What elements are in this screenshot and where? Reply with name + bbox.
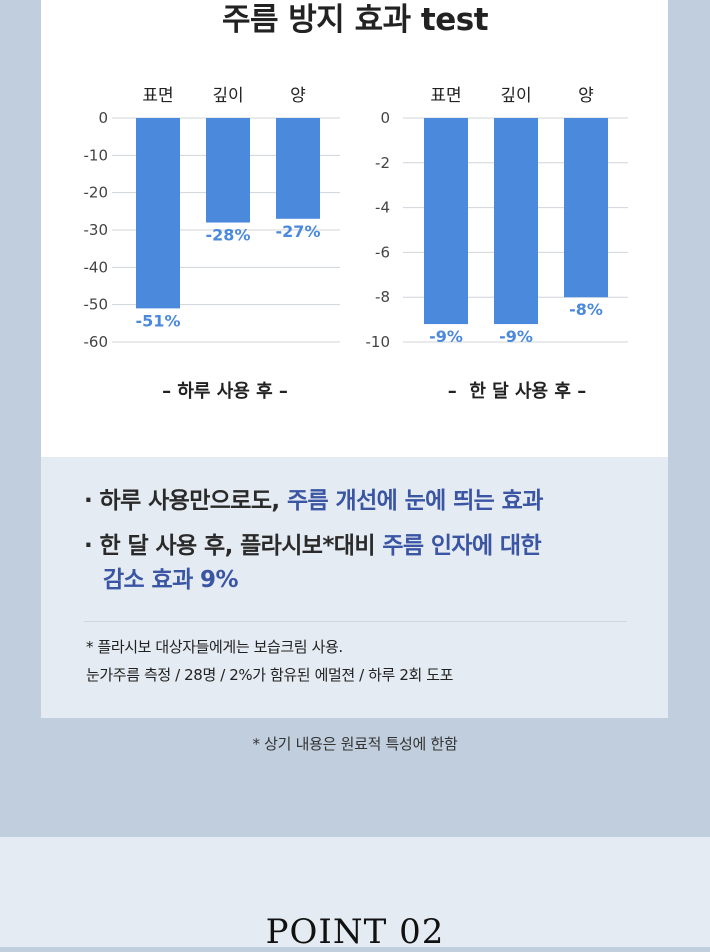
y-tick-label: -2 [375, 154, 390, 172]
bar [424, 118, 468, 325]
note-line-1: * 플라시보 대상자들에게는 보습크림 사용. [86, 638, 343, 656]
y-tick-label: -10 [366, 333, 391, 351]
data-label: -28% [206, 226, 251, 245]
data-label: -8% [569, 300, 603, 319]
category-label: 깊이 [500, 86, 531, 106]
summary-panel [41, 457, 668, 718]
data-label: -51% [136, 311, 181, 330]
y-tick-label: -60 [84, 333, 109, 351]
y-tick-label: -20 [84, 184, 109, 202]
chart-one-month-svg: 0 -2 -4 -6 -8 -10 표면 -9% 깊이 -9% 양 -8% [366, 86, 628, 351]
bar [564, 118, 608, 298]
category-label: 표면 [430, 86, 461, 106]
category-label: 양 [290, 86, 306, 106]
summary-line-1: · 하루 사용만으로도, 주름 개선에 눈에 띄는 효과 [84, 485, 543, 518]
bar [136, 118, 180, 309]
y-tick-label: 0 [98, 109, 108, 127]
divider [84, 621, 627, 622]
chart-one-day-svg: 0 -10 -20 -30 -40 -50 -60 표면 -51% 깊이 -28% 양 -27% [84, 86, 340, 351]
bar [494, 118, 538, 325]
y-tick-label: -30 [84, 221, 109, 239]
summary-line-1-text: · 하루 사용만으로도, [84, 488, 287, 514]
bar [276, 118, 320, 219]
summary-line-2: · 한 달 사용 후, 플라시보*대비 주름 인자에 대한 [84, 530, 542, 563]
y-tick-label: -4 [375, 199, 390, 217]
data-label: -27% [276, 222, 321, 241]
y-tick-label: -6 [375, 243, 390, 261]
y-tick-label: -50 [84, 296, 109, 314]
chart-one-month: 0 -2 -4 -6 -8 -10 표면 -9% 깊이 -9% 양 -8% [355, 75, 710, 365]
category-label: 깊이 [212, 86, 243, 106]
chart-one-day: 0 -10 -20 -30 -40 -50 -60 표면 -51% 깊이 -28% 양 -27% [0, 75, 360, 365]
category-label: 양 [578, 86, 594, 106]
data-label: -9% [499, 327, 533, 346]
point-label: POINT 02 [265, 912, 445, 952]
data-label: -9% [429, 327, 463, 346]
page-title: 주름 방지 효과 test [221, 2, 489, 38]
y-tick-label: -10 [84, 146, 109, 164]
summary-line-3-highlight: 감소 효과 9% [103, 567, 239, 593]
y-tick-label: -8 [375, 288, 390, 306]
summary-line-3: 감소 효과 9% [103, 564, 239, 597]
footnote: * 상기 내용은 원료적 특성에 한함 [252, 735, 458, 753]
bar [206, 118, 250, 223]
note-line-2: 눈가주름 측정 / 28명 / 2%가 함유된 에멀젼 / 하루 2회 도포 [86, 666, 454, 684]
chart-one-month-caption: – 한 달 사용 후 – [447, 381, 587, 402]
chart-one-day-caption: – 하루 사용 후 – [162, 381, 288, 402]
summary-line-1-highlight: 주름 개선에 눈에 띄는 효과 [286, 488, 543, 514]
summary-line-2-text: · 한 달 사용 후, 플라시보*대비 [84, 533, 383, 559]
summary-line-2-highlight: 주름 인자에 대한 [382, 533, 542, 559]
category-label: 표면 [142, 86, 173, 106]
y-tick-label: 0 [380, 109, 390, 127]
next-section-band [0, 837, 710, 947]
y-tick-label: -40 [84, 258, 109, 276]
